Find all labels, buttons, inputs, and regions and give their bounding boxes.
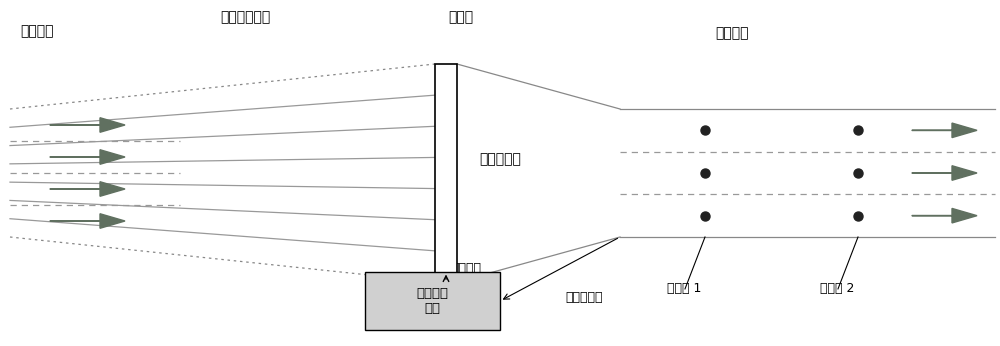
- FancyArrow shape: [50, 214, 125, 228]
- FancyArrow shape: [912, 208, 977, 223]
- Text: 下游主线: 下游主线: [715, 26, 748, 40]
- Text: 检测器 2: 检测器 2: [820, 282, 854, 295]
- Text: 收费处: 收费处: [448, 10, 473, 24]
- Text: 通过流率: 通过流率: [451, 262, 481, 275]
- FancyArrow shape: [912, 123, 977, 138]
- Text: 交通流数据: 交通流数据: [565, 291, 602, 304]
- Text: 上游主线: 上游主线: [20, 24, 54, 38]
- Text: 检测器 1: 检测器 1: [667, 282, 701, 295]
- Bar: [435, 64, 457, 282]
- FancyArrow shape: [50, 182, 125, 196]
- Bar: [365, 272, 500, 330]
- FancyArrow shape: [50, 150, 125, 164]
- Text: 自动控制
算法: 自动控制 算法: [416, 287, 448, 315]
- Text: 车辆汇合区: 车辆汇合区: [479, 152, 521, 166]
- FancyArrow shape: [912, 166, 977, 180]
- FancyArrow shape: [50, 118, 125, 132]
- Text: 车辆排队区域: 车辆排队区域: [220, 10, 270, 24]
